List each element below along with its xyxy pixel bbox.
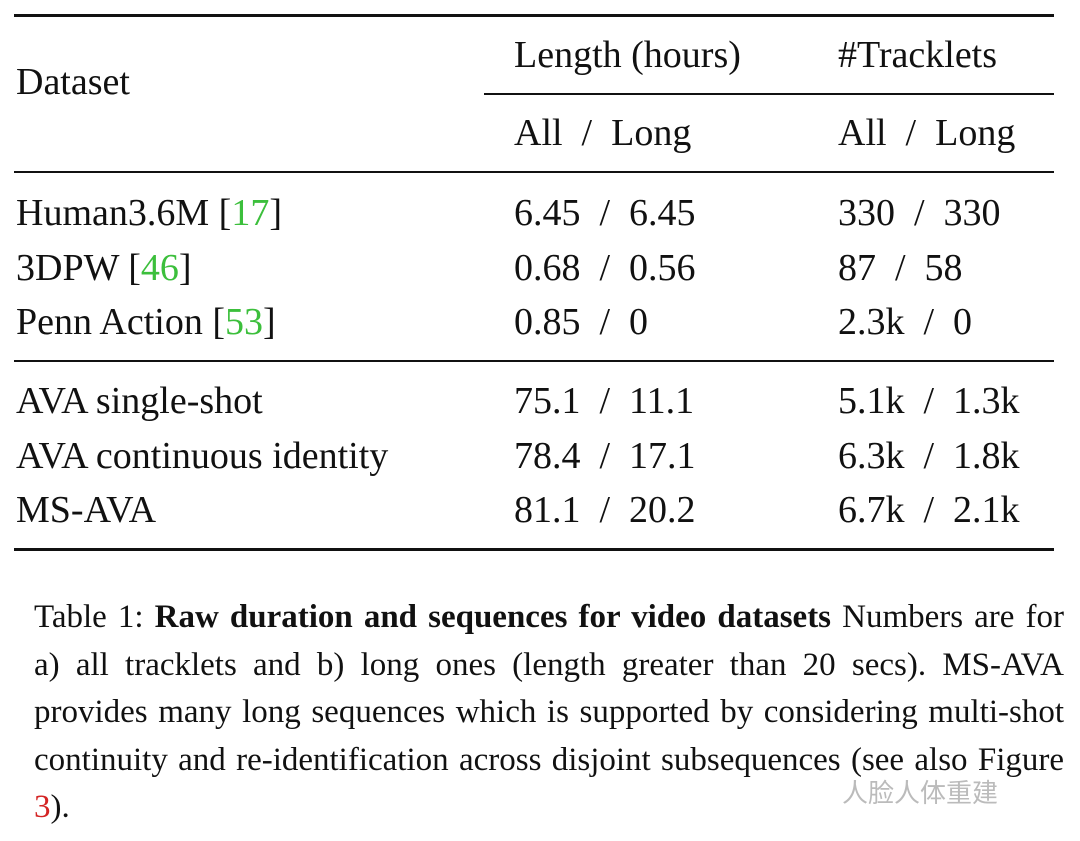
length-cell: 6.45 / 6.45: [514, 192, 696, 234]
header-length: Length (hours): [514, 34, 741, 76]
dataset-name-end: ]: [269, 192, 282, 234]
header-tracklets: #Tracklets: [838, 34, 998, 76]
dataset-cell: 3DPW [46]: [16, 244, 192, 292]
caption-end: ).: [50, 789, 70, 825]
dataset-cell: AVA continuous identity: [16, 432, 388, 480]
watermark: 人脸人体重建: [842, 779, 999, 809]
citation[interactable]: 46: [140, 246, 179, 289]
caption: Table 1: Raw duration and sequences for …: [34, 594, 1064, 832]
citation[interactable]: 17: [231, 192, 270, 234]
dataset-name-end: ]: [262, 301, 276, 343]
citation[interactable]: 53: [224, 301, 263, 343]
figure-ref[interactable]: 3: [34, 789, 51, 825]
caption-body: Numbers are for a) all tracklets and b) …: [34, 599, 1065, 778]
tracklets-cell: 5.1k / 1.3k: [838, 380, 1020, 422]
dataset-cell: Penn Action [53]: [16, 298, 276, 346]
dataset-cell: Human3.6M [17]: [16, 189, 282, 237]
length-cell: 0.68 / 0.56: [514, 246, 696, 289]
subheader-length: All / Long: [514, 112, 692, 154]
dataset-name-end: ]: [178, 246, 192, 289]
length-cell: 75.1 / 11.1: [514, 380, 695, 422]
length-cell: 81.1 / 20.2: [514, 489, 696, 531]
mid-header-rule: [484, 93, 1054, 95]
tracklets-cell: 6.7k / 2.1k: [838, 489, 1020, 531]
dataset-name: MS-AVA: [16, 489, 157, 531]
dataset-name: Human3.6M [: [16, 192, 232, 234]
tracklets-cell: 2.3k / 0: [838, 301, 973, 343]
tracklets-cell: 330 / 330: [838, 192, 1001, 234]
dataset-name: AVA continuous identity: [16, 434, 389, 477]
dataset-cell: AVA single-shot: [16, 377, 263, 425]
length-cell: 78.4 / 17.1: [514, 434, 696, 477]
header-rule: [14, 171, 1054, 173]
group-rule: [14, 360, 1054, 362]
bottom-rule: [14, 548, 1054, 551]
length-cell: 0.85 / 0: [514, 301, 649, 343]
caption-label: Table 1:: [34, 599, 144, 635]
top-rule: [14, 14, 1054, 17]
dataset-name: Penn Action [: [16, 301, 225, 343]
dataset-name: AVA single-shot: [16, 380, 263, 422]
tracklets-cell: 6.3k / 1.8k: [838, 434, 1020, 477]
subheader-tracklets: All / Long: [838, 112, 1016, 154]
dataset-cell: MS-AVA: [16, 486, 156, 534]
caption-title: Raw duration and sequences for video dat…: [154, 599, 832, 635]
tracklets-cell: 87 / 58: [838, 246, 963, 289]
header-dataset: Dataset: [16, 61, 130, 103]
dataset-name: 3DPW [: [16, 246, 141, 289]
